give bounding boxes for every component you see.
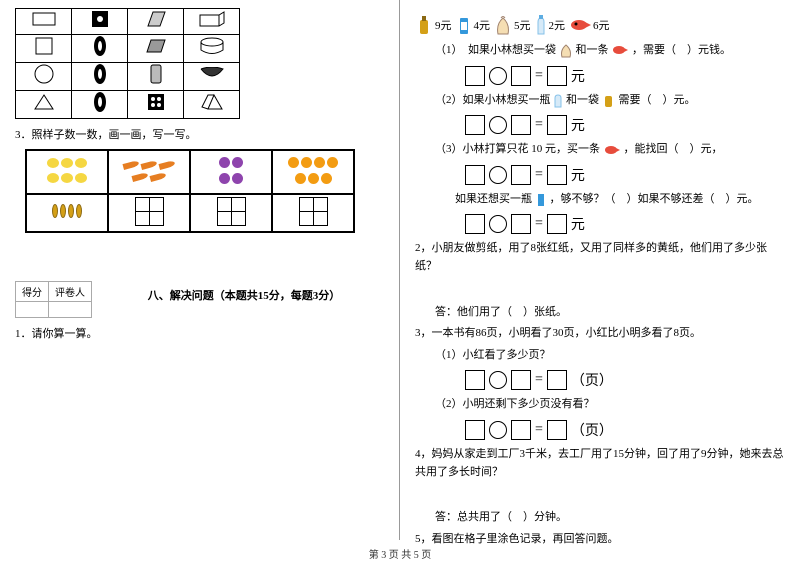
shape-cell [128,91,184,119]
equation-1[interactable]: =元 [465,66,785,86]
price-list: 9元 4元 5元 2元 6元 [415,14,785,36]
grader-header: 评卷人 [49,281,92,301]
equation-2[interactable]: =元 [465,115,785,135]
price-label: 5元 [514,17,531,33]
shape-cell [128,35,184,63]
grid-answer-cell[interactable] [272,194,354,232]
shape-cell [128,9,184,35]
grid-answer-cell[interactable] [190,194,272,232]
price-label: 6元 [593,17,610,33]
shape-cell [16,35,72,63]
q3-2: （2）小明还剩下多少页没有看？ [435,396,785,414]
shape-cell [184,63,240,91]
grid-answer-cell[interactable] [108,194,190,232]
section-8-title: 八、解决问题（本题共15分，每题3分） [104,287,384,303]
q3: 3，一本书有86页，小明看了30页，小红比小明多看了8页。 [415,325,785,343]
shape-cell [16,91,72,119]
price-label: 9元 [435,17,452,33]
shape-cell [72,9,128,35]
fruit-count-table [25,149,355,233]
q1-3a: （3）小林打算只花 10 元，买一条 ，能找回（ ）元， [435,141,785,159]
score-table: 得分 评卷人 [15,281,92,318]
equation-3[interactable]: =元 [465,165,785,185]
q3-1: （1）小红看了多少页？ [435,347,785,365]
left-column: 3．照样子数一数，画一画，写一写。 [0,0,400,540]
shape-cell [128,63,184,91]
shape-cell [16,9,72,35]
beets-cell [190,150,272,194]
oranges-cell [272,150,354,194]
shape-cell [184,35,240,63]
q1-label: 1．请你算一算。 [15,326,384,344]
carrots-cell [108,150,190,194]
q2-answer: 答：他们用了（ ）张纸。 [435,304,785,322]
shape-cell [72,63,128,91]
page-footer: 第 3 页 共 5 页 [0,546,800,561]
shape-cell [184,91,240,119]
q4: 4，妈妈从家走到工厂3千米，去工厂用了15分钟，回了用了9分钟，她来去总共用了多… [415,446,785,481]
equation-4[interactable]: =元 [465,214,785,234]
price-label: 4元 [474,17,491,33]
shapes-matching-table [15,8,240,119]
right-column: 9元 4元 5元 2元 6元 （1） 如果小林想买一袋 和一条 ，需要（ ）元钱… [400,0,800,540]
lemons-cell [26,150,108,194]
q2: 2，小朋友做剪纸，用了8张红纸，又用了同样多的黄纸，他们用了多少张纸？ [415,240,785,275]
shape-cell [72,91,128,119]
price-label: 2元 [549,17,566,33]
equation-q3-2[interactable]: =（页） [465,420,785,440]
shape-cell [16,63,72,91]
q3-label: 3．照样子数一数，画一画，写一写。 [15,127,384,145]
shape-cell [184,9,240,35]
q1-2: （2）如果小林想买一瓶 和一袋 需要（ ）元。 [435,92,785,110]
score-header: 得分 [16,281,49,301]
shape-cell [72,35,128,63]
ovals-cell [26,194,108,232]
q4-answer: 答：总共用了（ ）分钟。 [435,509,785,527]
equation-q3-1[interactable]: =（页） [465,370,785,390]
q1-1: （1） 如果小林想买一袋 和一条 ，需要（ ）元钱。 [435,42,785,60]
q1-3c: 如果还想买一瓶 ，够不够？（ ）如果不够还差（ ）元。 [455,191,785,209]
